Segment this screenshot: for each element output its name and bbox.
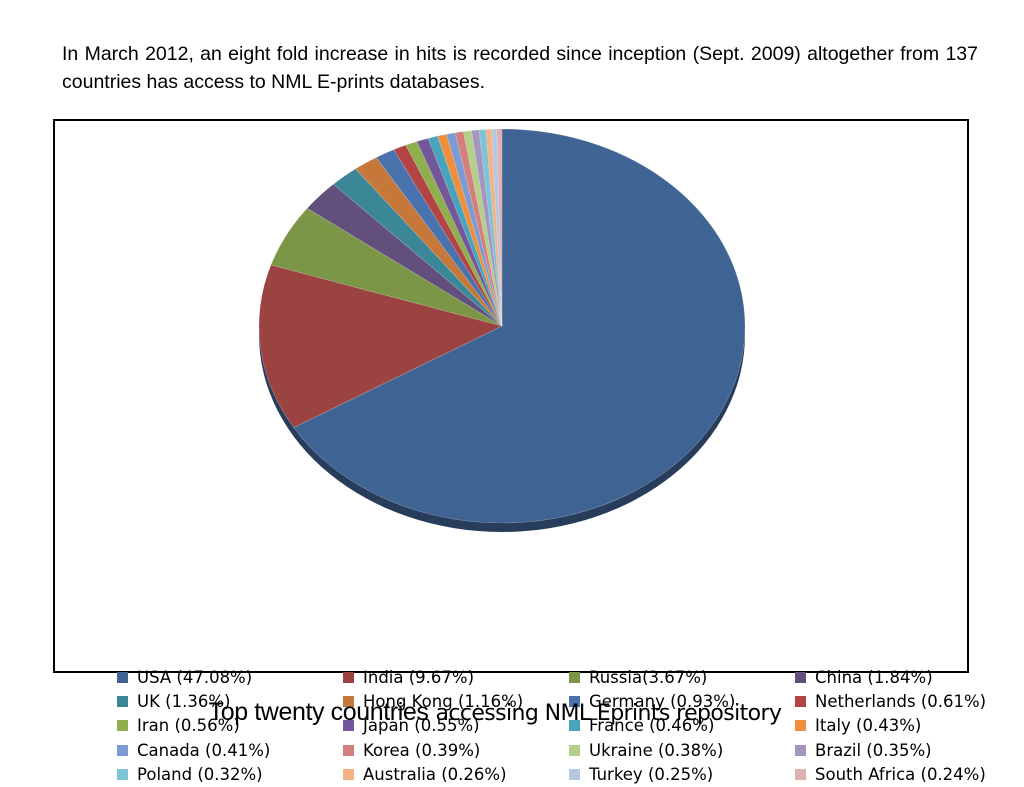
legend-item-netherlands: Netherlands (0.61%) xyxy=(795,689,1021,713)
legend-swatch-china xyxy=(795,671,806,683)
pie-slice-poland xyxy=(478,129,503,327)
legend-label-brazil: Brazil (0.35%) xyxy=(815,740,932,760)
legend-swatch-netherlands xyxy=(795,696,806,708)
legend-label-turkey: Turkey (0.25%) xyxy=(589,765,714,785)
legend-item-italy: Italy (0.43%) xyxy=(795,714,1021,738)
legend-label-france: France (0.46%) xyxy=(589,716,715,736)
legend-label-canada: Canada (0.41%) xyxy=(137,740,271,760)
pie-slice-turkey xyxy=(491,128,503,327)
legend-item-russia: Russia(3.67%) xyxy=(569,665,795,689)
legend-label-japan: Japan (0.55%) xyxy=(363,716,480,736)
legend-swatch-usa xyxy=(117,671,128,683)
legend-swatch-poland xyxy=(117,769,128,781)
legend-item-south-africa: South Africa (0.24%) xyxy=(795,763,1021,787)
pie-slice-netherlands xyxy=(393,144,503,327)
legend-swatch-germany xyxy=(569,696,580,708)
legend-item-usa: USA (47.08%) xyxy=(117,665,343,689)
pie-slice-italy xyxy=(437,133,503,327)
legend-item-turkey: Turkey (0.25%) xyxy=(569,763,795,787)
legend-label-russia: Russia(3.67%) xyxy=(589,667,708,687)
legend-swatch-italy xyxy=(795,720,806,732)
legend-label-ukraine: Ukraine (0.38%) xyxy=(589,740,724,760)
legend-swatch-turkey xyxy=(569,769,580,781)
legend-item-france: France (0.46%) xyxy=(569,714,795,738)
legend-swatch-australia xyxy=(343,769,354,781)
pie-slice-france xyxy=(427,135,503,327)
legend-swatch-korea xyxy=(343,744,354,756)
legend-swatch-russia xyxy=(569,671,580,683)
pie-slice-china xyxy=(306,183,503,327)
pie-slice-australia xyxy=(485,128,503,327)
pie-slice-iran xyxy=(405,141,503,327)
pie-slice-russia xyxy=(270,207,503,327)
legend-label-usa: USA (47.08%) xyxy=(137,667,253,687)
legend-label-korea: Korea (0.39%) xyxy=(363,740,481,760)
legend-item-australia: Australia (0.26%) xyxy=(343,763,569,787)
legend-swatch-uk xyxy=(117,696,128,708)
legend-item-brazil: Brazil (0.35%) xyxy=(795,738,1021,762)
caption-part-2: accessing NML Eprints repository xyxy=(435,701,782,726)
legend-label-uk: UK (1.36%) xyxy=(137,692,231,712)
legend-swatch-brazil xyxy=(795,744,806,756)
chart-frame: USA (47.08%) India (9.67%) Russia(3.67%) Ch… xyxy=(53,119,986,784)
legend-item-ukraine: Ukraine (0.38%) xyxy=(569,738,795,762)
legend-label-netherlands: Netherlands (0.61%) xyxy=(815,692,987,712)
legend-swatch-canada xyxy=(117,744,128,756)
pie-slice-germany xyxy=(375,149,503,327)
legend-item-china: China (1.84%) xyxy=(795,665,1021,689)
chart-caption: Top twenty countries accessing NML Eprin… xyxy=(0,698,990,727)
legend-label-china: China (1.84%) xyxy=(815,667,933,687)
legend-item-india: India (9.67%) xyxy=(343,665,569,689)
pie-slice-brazil xyxy=(471,129,503,327)
legend-swatch-ukraine xyxy=(569,744,580,756)
legend-item-iran: Iran (0.56%) xyxy=(117,714,343,738)
legend-label-poland: Poland (0.32%) xyxy=(137,765,263,785)
legend-swatch-japan xyxy=(343,720,354,732)
legend-label-hong-kong: Hong Kong (1.16%) xyxy=(363,692,524,712)
pie-slice-canada xyxy=(446,132,503,327)
legend-item-uk: UK (1.36%) xyxy=(117,689,343,713)
pie-slice-uk xyxy=(332,168,503,327)
legend-item-canada: Canada (0.41%) xyxy=(117,738,343,762)
pie-slice-india xyxy=(258,264,503,428)
pie-slice-ukraine xyxy=(463,130,503,327)
pie-chart xyxy=(258,128,746,532)
legend-label-south-africa: South Africa (0.24%) xyxy=(815,765,986,785)
legend-swatch-france xyxy=(569,720,580,732)
pie-slice-hong-kong xyxy=(355,157,503,327)
legend-label-germany: Germany (0.93%) xyxy=(589,692,736,712)
pie-slice-korea xyxy=(454,131,503,327)
legend-item-germany: Germany (0.93%) xyxy=(569,689,795,713)
legend-swatch-hong-kong xyxy=(343,696,354,708)
legend-item-poland: Poland (0.32%) xyxy=(117,763,343,787)
legend-swatch-south-africa xyxy=(795,769,806,781)
pie-slice-south-africa xyxy=(496,128,503,327)
legend-swatch-iran xyxy=(117,720,128,732)
legend-swatch-india xyxy=(343,671,354,683)
intro-paragraph: In March 2012, an eight fold increase in… xyxy=(62,43,978,93)
legend-item-korea: Korea (0.39%) xyxy=(343,738,569,762)
legend-item-hong-kong: Hong Kong (1.16%) xyxy=(343,689,569,713)
legend-label-italy: Italy (0.43%) xyxy=(815,716,922,736)
legend-label-australia: Australia (0.26%) xyxy=(363,765,507,785)
legend-label-iran: Iran (0.56%) xyxy=(137,716,240,736)
pie-slice-japan xyxy=(416,137,503,327)
pie-slice-usa xyxy=(293,128,746,524)
caption-part-1: Top twenty countries xyxy=(208,698,429,726)
legend-item-japan: Japan (0.55%) xyxy=(343,714,569,738)
legend-label-india: India (9.67%) xyxy=(363,667,475,687)
